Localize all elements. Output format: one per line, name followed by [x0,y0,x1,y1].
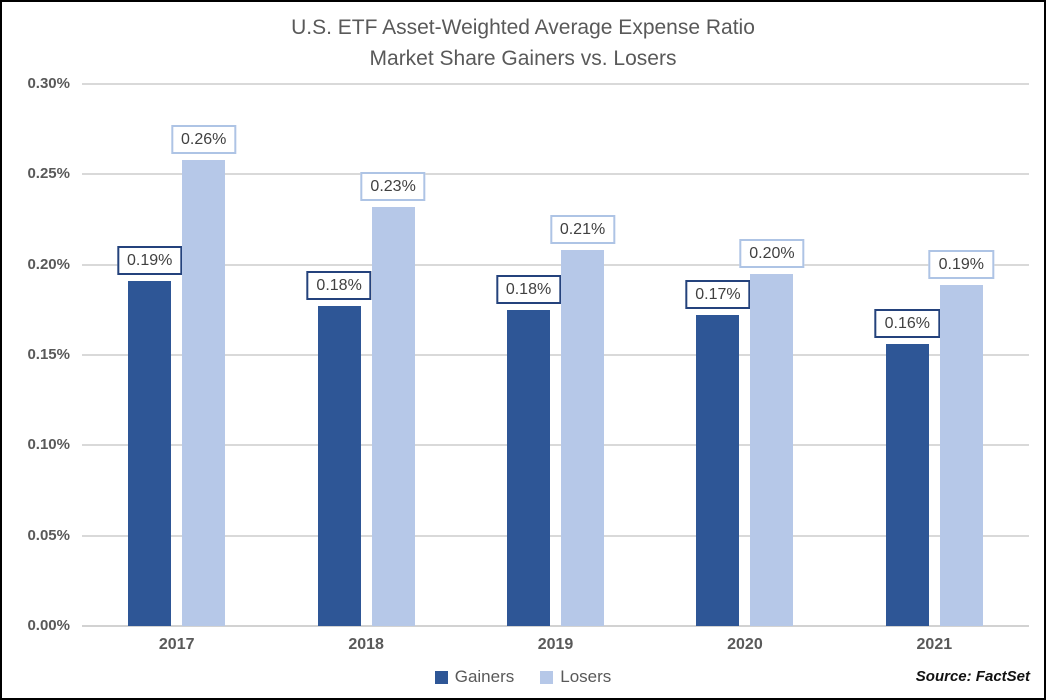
gridline [82,534,1029,537]
data-label-losers-2018: 0.23% [360,171,426,201]
y-axis-tick-label: 0.25% [27,165,70,183]
bar-gainers-2017: 0.19% [117,245,183,626]
bar-gainers-2018: 0.18% [306,271,372,626]
y-axis-tick-label: 0.30% [27,75,70,92]
bar-groups: 0.19% 0.26% 0.18% 0.23% 0.18% 0.21% 0.17% 0.20%… [82,84,1029,626]
x-axis-label-2020: 2020 [727,636,763,653]
data-label-losers-2019: 0.21% [549,215,616,245]
x-axis-label-2021: 2021 [916,636,953,653]
y-axis-tick-label: 0.15% [27,346,70,363]
bar-losers-2021: 0.19% [928,249,995,626]
gridline [82,625,1029,627]
data-label-losers-2021: 0.19% [928,249,995,279]
legend-item-losers: Losers [540,667,611,687]
data-label-losers-2020: 0.20% [739,238,805,268]
bar-losers-2018: 0.23% [360,171,426,626]
legend-swatch-losers [540,670,554,684]
source-note: Source: FactSet [915,668,1030,685]
data-label-losers-2017: 0.26% [171,124,237,154]
bar-group-2017: 0.19% 0.26% [82,84,271,626]
legend-label-losers: Losers [560,667,612,686]
data-label-gainers-2021: 0.16% [874,309,941,339]
data-label-gainers-2018: 0.18% [306,271,372,301]
bar-group-2019: 0.18% 0.21% [461,84,650,626]
gridline [82,173,1029,176]
x-axis-label-2019: 2019 [537,636,574,653]
bar-gainers-2020: 0.17% [685,280,751,626]
gridline [82,444,1029,447]
data-label-gainers-2017: 0.19% [117,245,183,275]
y-axis-tick-label: 0.00% [27,617,70,634]
x-axis-labels: 2017 2018 2019 2020 2021 [82,636,1029,654]
y-axis-tick-label: 0.20% [27,255,70,273]
gridline [82,354,1029,356]
x-axis-label-2018: 2018 [348,636,384,653]
chart-title: U.S. ETF Asset-Weighted Average Expense … [2,12,1044,74]
y-axis-tick-label: 0.05% [27,526,70,544]
gridline [82,263,1029,266]
chart-title-line1: U.S. ETF Asset-Weighted Average Expense … [291,16,755,39]
bar-group-2020: 0.17% 0.20% [650,84,839,626]
bar-losers-2017: 0.26% [171,124,237,626]
plot-area: 0.19% 0.26% 0.18% 0.23% 0.18% 0.21% 0.17% 0.20%… [82,83,1029,627]
bar-group-2021: 0.16% 0.19% [840,84,1029,626]
gridline [82,83,1029,85]
legend-label-gainers: Gainers [454,667,515,686]
legend: Gainers Losers [2,667,1044,687]
chart-title-line2: Market Share Gainers vs. Losers [369,47,677,70]
bar-losers-2019: 0.21% [549,215,616,626]
bar-group-2018: 0.18% 0.23% [271,84,460,626]
bar-gainers-2019: 0.18% [495,274,562,626]
legend-swatch-gainers [434,670,448,684]
data-label-gainers-2020: 0.17% [685,280,751,310]
bar-gainers-2021: 0.16% [874,309,941,626]
y-axis-tick-label: 0.10% [27,436,70,454]
bar-losers-2020: 0.20% [739,238,805,626]
data-label-gainers-2019: 0.18% [495,274,562,304]
legend-item-gainers: Gainers [434,667,515,687]
x-axis-label-2017: 2017 [158,636,195,653]
